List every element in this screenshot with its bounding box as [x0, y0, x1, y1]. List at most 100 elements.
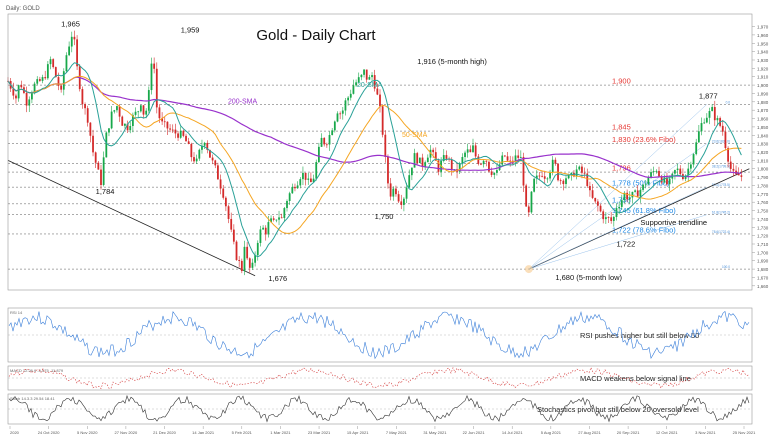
price-annotation: 1,784 — [96, 187, 115, 196]
candle-body — [89, 122, 92, 136]
candle-body — [442, 155, 445, 161]
candle-body — [38, 79, 41, 81]
sma-50-label: 50-SMA — [402, 132, 428, 139]
candle-body — [214, 160, 217, 166]
candle-body — [708, 110, 711, 118]
price-annotation: 1,916 (5-month high) — [417, 57, 487, 66]
candle-body — [171, 129, 174, 131]
candle-body — [254, 255, 257, 263]
rsi-annotation: RSI pushes higher but still below 50 — [580, 331, 699, 340]
candle-body — [355, 82, 357, 86]
x-tick-label: 27 Aug 2021 — [578, 430, 601, 435]
y-tick-label: 1,830 — [757, 142, 769, 147]
candle-body — [190, 143, 193, 158]
candle-body — [25, 92, 28, 106]
candle-body — [108, 128, 110, 133]
candle-body — [129, 126, 132, 131]
y-tick-label: 1,730 — [757, 225, 769, 230]
candle-body — [294, 186, 296, 189]
candle-body — [581, 166, 583, 173]
candle-body — [246, 246, 249, 259]
y-tick-label: 1,790 — [757, 175, 769, 180]
y-tick-label: 1,680 — [757, 267, 769, 272]
candle-body — [363, 69, 365, 75]
candle-body — [286, 200, 288, 209]
candle-body — [209, 149, 211, 158]
level-label: 1,845 — [612, 123, 631, 132]
candle-body — [551, 159, 554, 172]
candle-body — [607, 217, 610, 218]
candle-body — [365, 69, 368, 80]
candle-body — [418, 157, 421, 163]
candle-body — [541, 175, 543, 177]
x-tick-label: 27 Nov 2020 — [115, 430, 138, 435]
candle-body — [182, 130, 185, 136]
candle-body — [267, 222, 270, 235]
candle-body — [198, 149, 201, 159]
candle-body — [153, 63, 156, 69]
candle-body — [424, 162, 427, 167]
y-tick-label: 1,760 — [757, 200, 769, 205]
candle-body — [490, 171, 493, 175]
candle-body — [567, 175, 570, 179]
y-tick-label: 1,770 — [757, 192, 769, 197]
candle-body — [458, 163, 461, 172]
candle-body — [533, 178, 536, 192]
y-tick-label: 1,930 — [757, 58, 769, 63]
candle-body — [740, 175, 743, 177]
candle-body — [421, 157, 424, 167]
candle-body — [434, 152, 437, 161]
candle-body — [727, 148, 729, 162]
x-tick-label: 5 Nov 2020 — [77, 430, 98, 435]
candle-body — [480, 163, 482, 165]
rsi-panel-header: RSI 14 — [10, 310, 23, 315]
candle-body — [312, 178, 315, 183]
price-annotation: 1,722 — [616, 240, 635, 249]
candle-body — [610, 217, 613, 221]
candle-body — [703, 122, 706, 124]
candle-body — [320, 137, 323, 147]
x-tick-label: 22 Jun 2021 — [463, 430, 486, 435]
candle-body — [76, 39, 78, 67]
candle-body — [137, 111, 140, 113]
x-tick-label: 15 Apr 2021 — [347, 430, 369, 435]
level-label: 1,830 (23.6% Fibo) — [612, 135, 676, 144]
candle-body — [570, 172, 573, 176]
candle-body — [525, 185, 528, 207]
x-tick-label: 3 Nov 2021 — [695, 430, 716, 435]
candle-body — [472, 145, 474, 153]
candle-body — [410, 167, 413, 176]
y-tick-label: 1,660 — [757, 284, 769, 289]
candle-body — [373, 75, 376, 89]
candle-body — [177, 133, 179, 138]
candle-body — [94, 152, 97, 163]
candle-body — [325, 144, 328, 146]
candle-body — [323, 137, 326, 145]
candle-body — [599, 205, 602, 212]
candle-body — [185, 135, 187, 142]
fibo-fan-line — [528, 186, 707, 270]
candle-body — [477, 156, 480, 164]
candle-body — [631, 191, 634, 198]
candle-body — [193, 157, 195, 162]
y-tick-label: 1,890 — [757, 91, 769, 96]
candle-body — [291, 186, 294, 194]
candle-body — [169, 128, 171, 130]
candle-body — [437, 160, 440, 172]
macd-panel-header: MACD 12.26.9 -5.575 -11.879 — [10, 368, 64, 373]
candle-body — [145, 110, 148, 115]
candle-body — [466, 149, 469, 153]
candle-body — [352, 85, 355, 94]
y-tick-label: 1,940 — [757, 50, 769, 55]
x-tick-label: 14 Jan 2021 — [192, 430, 215, 435]
y-tick-label: 1,900 — [757, 83, 769, 88]
price-annotation: 1,877 — [699, 91, 718, 100]
candle-body — [684, 175, 687, 180]
y-tick-label: 1,780 — [757, 183, 769, 188]
candle-body — [230, 218, 233, 230]
candle-body — [474, 145, 477, 157]
fibo-tag: 61.8(1745.2) — [712, 211, 730, 215]
sma-50-line — [7, 75, 742, 234]
x-tick-label: 1 Mar 2021 — [270, 430, 291, 435]
y-tick-label: 1,700 — [757, 250, 769, 255]
